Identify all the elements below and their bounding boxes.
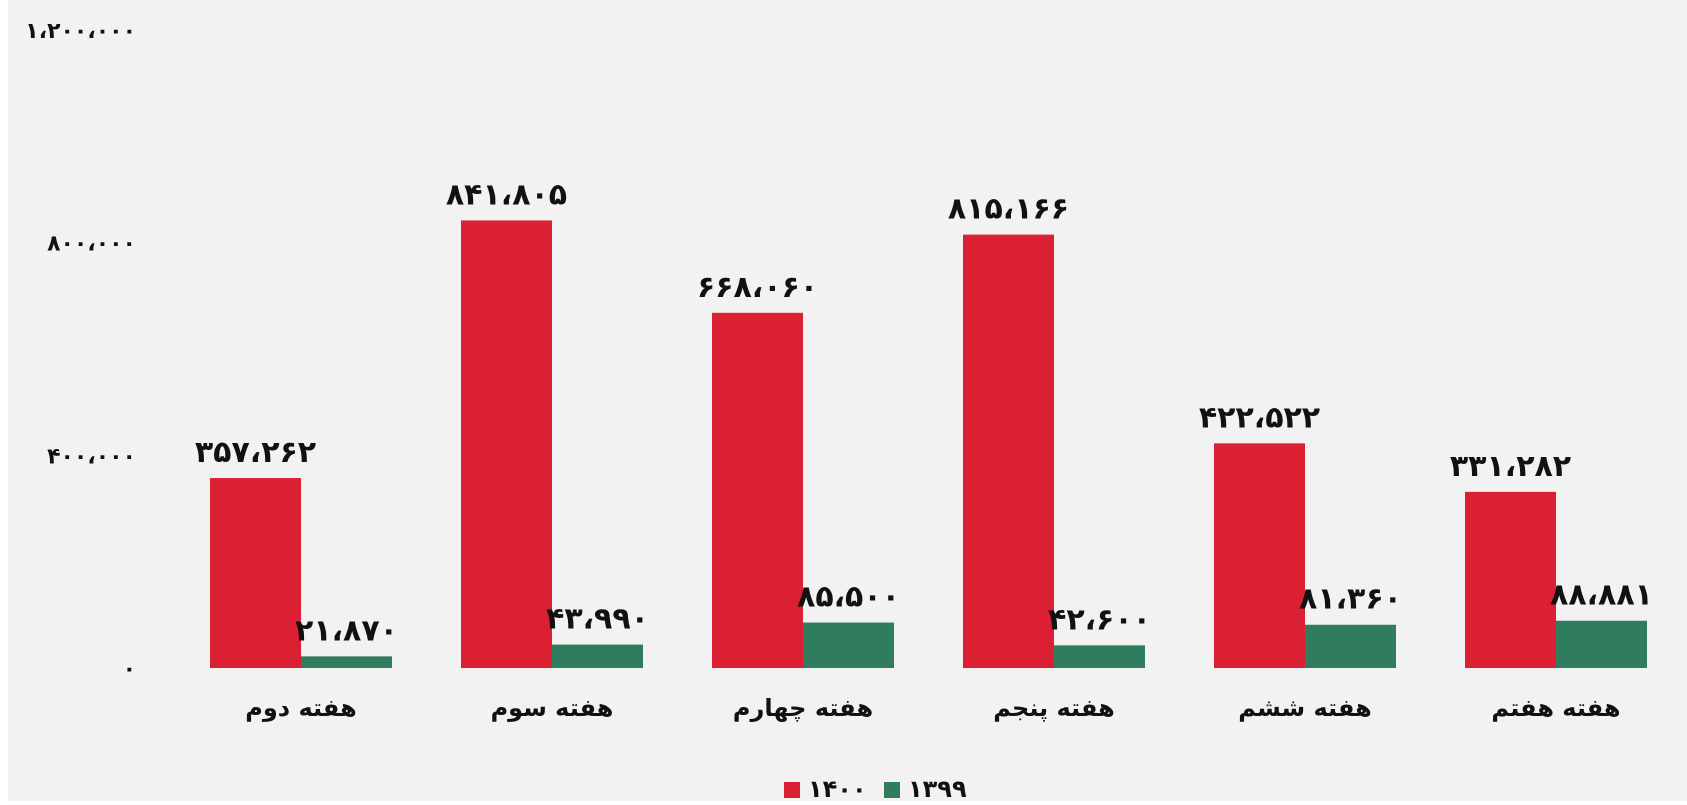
legend-swatch (884, 782, 900, 798)
bar-series1 (963, 234, 1054, 669)
bar-series1 (210, 478, 301, 668)
data-label: ۲۱،۸۷۰ (295, 613, 398, 648)
bar-series1 (461, 220, 552, 668)
bar-series1 (1214, 443, 1305, 668)
bar-series1 (1465, 491, 1556, 668)
y-tick-label: ۰ (123, 657, 136, 682)
data-label: ۴۲،۶۰۰ (1048, 602, 1151, 637)
chart-area: ۰ ۴۰۰،۰۰۰ ۸۰۰،۰۰۰ ۱،۲۰۰،۰۰۰ ۳۵۷،۲۶۲ ۲۱،۸۷۰ ۸۴… (8, 0, 1687, 803)
bar-series2 (1054, 645, 1145, 668)
legend-label: ۱۴۰۰ (808, 775, 867, 801)
data-label: ۸۱۵،۱۶۶ (948, 192, 1069, 227)
data-label: ۳۵۷،۲۶۲ (195, 435, 316, 470)
bar-series2 (1305, 624, 1396, 668)
x-tick-label: هفته هفتم (1491, 694, 1620, 722)
data-label: ۴۳،۹۹۰ (546, 602, 649, 637)
x-axis-ticks: هفته دوم هفته سوم هفته چهارم هفته پنجم هفته … (245, 694, 1620, 722)
y-tick-label: ۸۰۰،۰۰۰ (47, 232, 136, 257)
x-tick-label: هفته دوم (245, 694, 356, 722)
x-tick-label: هفته چهارم (733, 694, 873, 722)
x-tick-label: هفته سوم (491, 694, 614, 722)
legend: ۱۴۰۰ ۱۳۹۹ (784, 775, 967, 803)
data-labels: ۳۵۷،۲۶۲ ۲۱،۸۷۰ ۸۴۱،۸۰۵ ۴۳،۹۹۰ ۶۶۸،۰۶۰ ۸۵،۵۰۰ ۸… (195, 177, 1653, 648)
data-label: ۶۶۸،۰۶۰ (697, 270, 818, 305)
y-tick-label: ۴۰۰،۰۰۰ (47, 444, 136, 469)
bar-series1 (712, 312, 803, 668)
data-label: ۸۵،۵۰۰ (797, 580, 900, 615)
data-label: ۳۳۱،۲۸۲ (1450, 449, 1571, 484)
x-tick-label: هفته ششم (1238, 694, 1371, 722)
bar-series2 (1556, 620, 1647, 668)
legend-label: ۱۳۹۹ (908, 775, 967, 801)
data-label: ۸۱،۳۶۰ (1299, 582, 1402, 617)
bar-series2 (552, 644, 643, 668)
bar-chart: ۰ ۴۰۰،۰۰۰ ۸۰۰،۰۰۰ ۱،۲۰۰،۰۰۰ ۳۵۷،۲۶۲ ۲۱،۸۷۰ ۸۴… (25, 19, 1653, 803)
data-label: ۸۸،۸۸۱ (1550, 578, 1653, 613)
y-tick-label: ۱،۲۰۰،۰۰۰ (25, 19, 136, 44)
data-label: ۸۴۱،۸۰۵ (446, 177, 567, 212)
data-label: ۴۲۲،۵۲۲ (1199, 400, 1320, 435)
bars (210, 220, 1647, 669)
x-tick-label: هفته پنجم (993, 694, 1115, 722)
y-axis-ticks: ۰ ۴۰۰،۰۰۰ ۸۰۰،۰۰۰ ۱،۲۰۰،۰۰۰ (25, 19, 136, 682)
bar-series2 (803, 622, 894, 668)
legend-swatch (784, 782, 800, 798)
bar-series2 (301, 656, 392, 668)
